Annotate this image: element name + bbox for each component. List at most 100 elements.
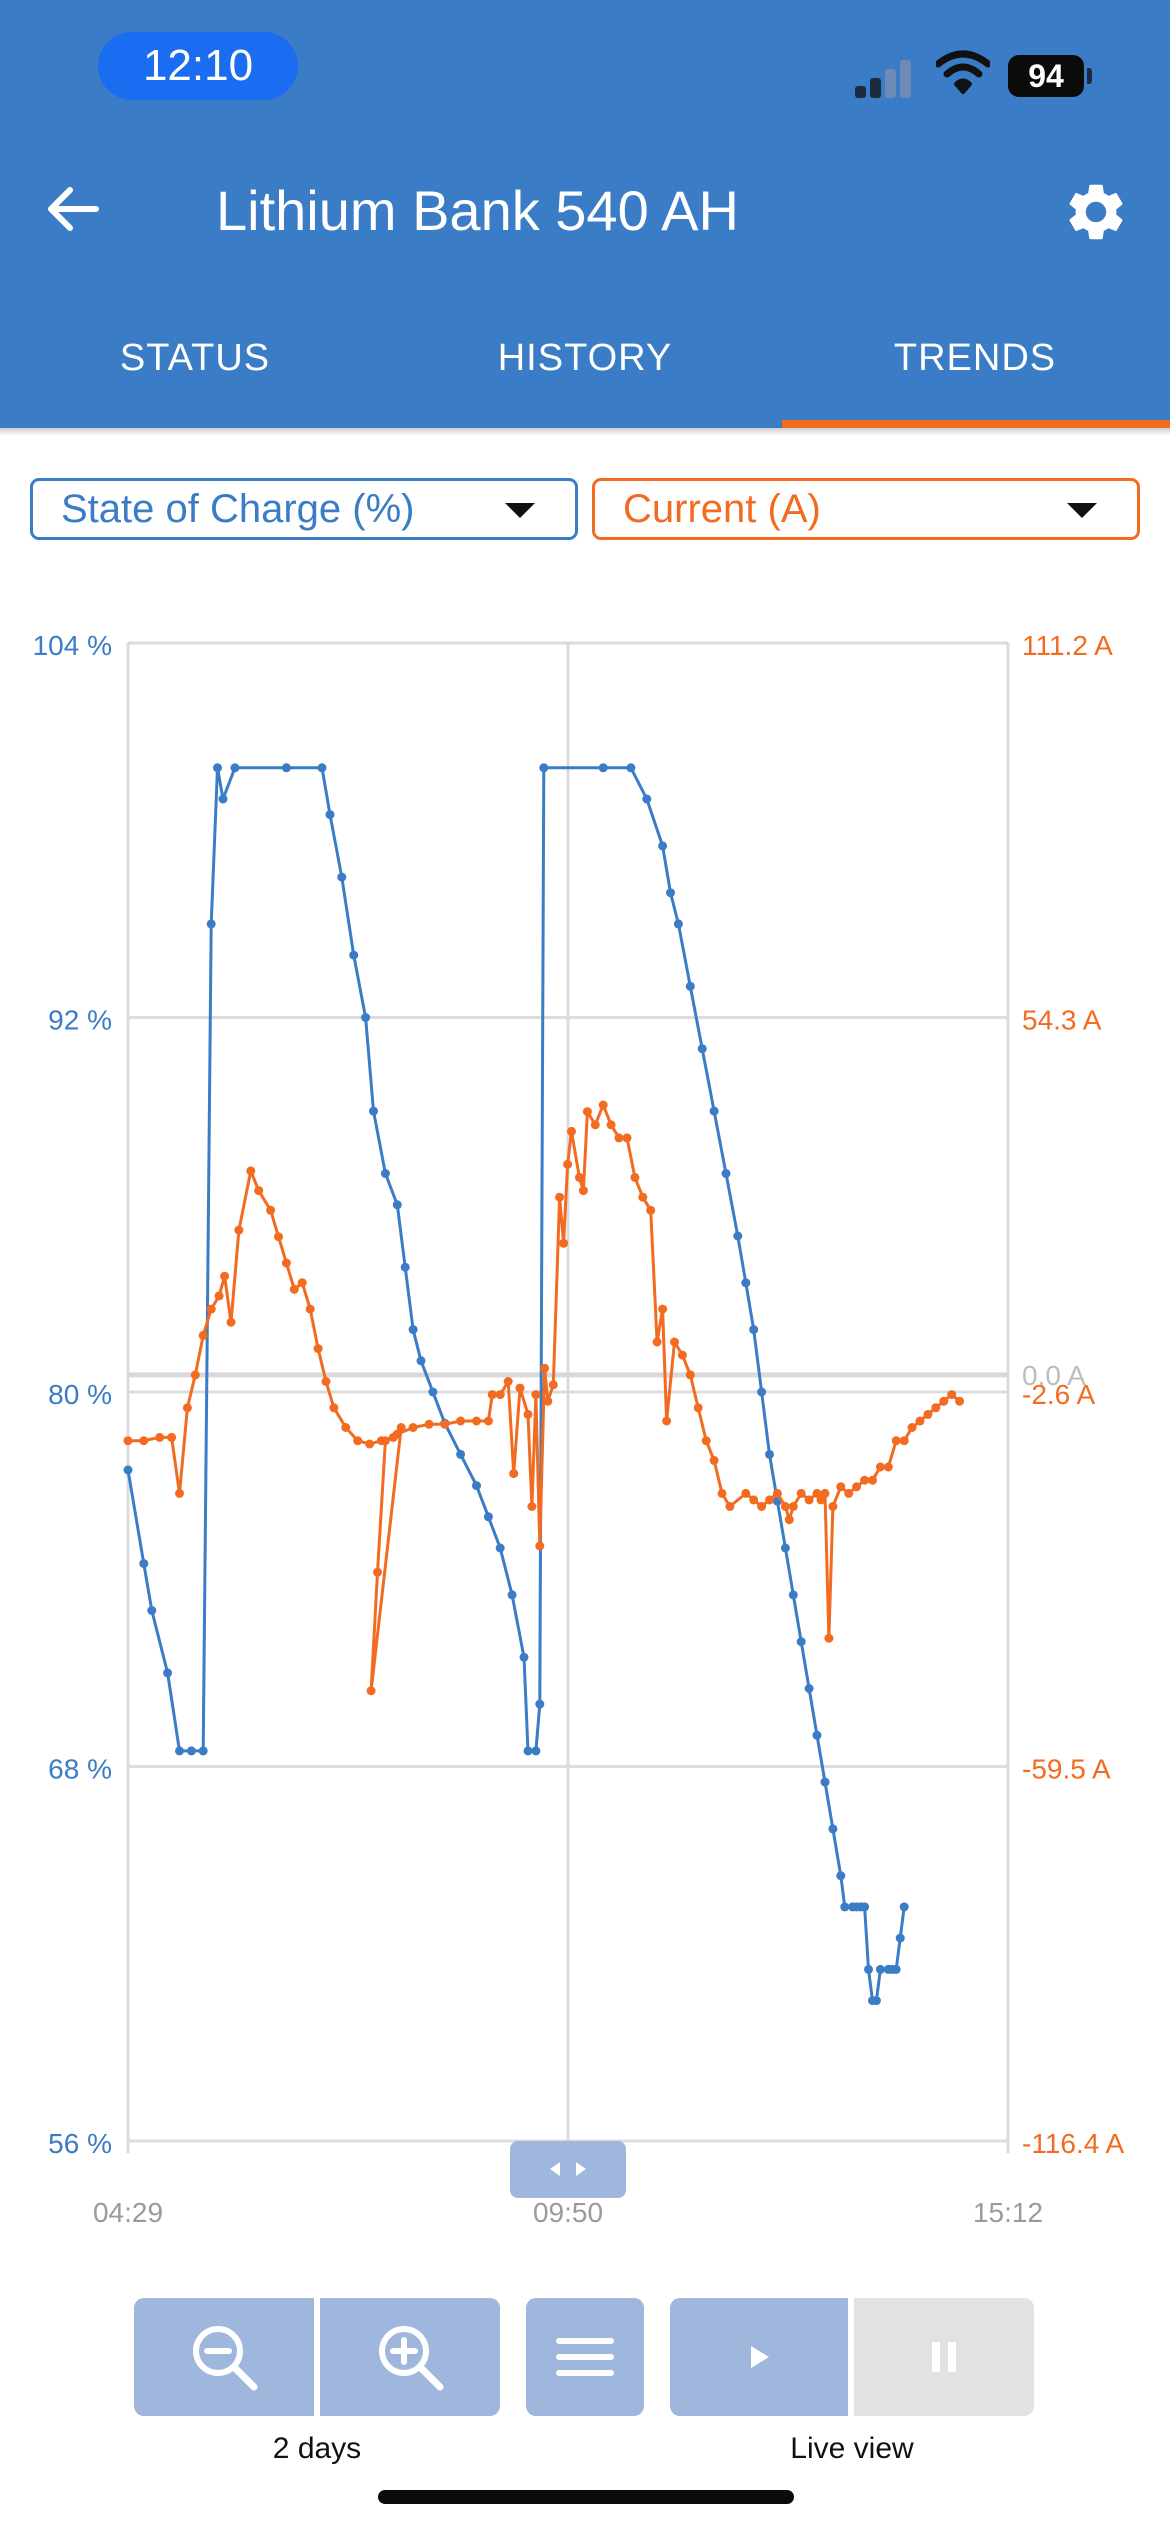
series-point (396, 1423, 406, 1432)
series-point (915, 1416, 925, 1426)
series-point (622, 1133, 632, 1143)
zoom-in-button[interactable] (320, 2298, 500, 2416)
status-time: 12:10 (98, 32, 298, 100)
series-point (840, 1902, 850, 1912)
tab-trends[interactable]: TRENDS (893, 337, 1057, 379)
series-point (380, 1436, 390, 1446)
series-point (254, 1186, 264, 1196)
series-point (685, 1370, 695, 1380)
left-axis-tick-label: 80 % (48, 1379, 112, 1410)
gear-icon[interactable] (1062, 178, 1130, 246)
chevron-down-icon (1067, 503, 1097, 518)
pan-handle-arrows-icon (550, 2162, 586, 2176)
x-axis-tick-label: 15:12 (973, 2197, 1043, 2228)
left-axis-select[interactable]: State of Charge (%) (30, 478, 578, 540)
series-point (563, 1159, 573, 1169)
series-point (175, 1488, 184, 1498)
left-axis-tick-label: 92 % (48, 1005, 112, 1036)
series-point (824, 1633, 834, 1643)
series-point (658, 1304, 668, 1314)
series-point (741, 1278, 751, 1288)
right-axis-select[interactable]: Current (A) (592, 478, 1140, 540)
series-point (804, 1684, 814, 1693)
series-point (456, 1449, 466, 1459)
series-point (440, 1419, 450, 1429)
pause-button[interactable] (854, 2298, 1034, 2416)
play-button[interactable] (670, 2298, 848, 2416)
series-point (353, 1436, 363, 1446)
series-point (281, 1258, 291, 1268)
series-point (289, 1284, 299, 1294)
series-point (313, 1344, 323, 1354)
series-point (198, 1746, 208, 1756)
series-point (788, 1502, 798, 1511)
series-point (923, 1409, 933, 1419)
series-point (749, 1495, 759, 1505)
series-point (567, 1126, 576, 1136)
pause-icon (932, 2342, 956, 2372)
right-axis-tick-label: 111.2 A (1022, 630, 1113, 661)
zoom-out-button[interactable] (134, 2298, 314, 2416)
series-point (598, 1100, 608, 1110)
series-point (717, 1488, 727, 1498)
series-point (246, 1166, 256, 1176)
series-point (749, 1325, 759, 1335)
series-point (891, 1436, 901, 1446)
series-point (820, 1488, 830, 1498)
series-point (721, 1169, 731, 1178)
series-point (281, 763, 291, 773)
series-point (796, 1637, 806, 1647)
series-point (844, 1488, 854, 1498)
series-point (408, 1325, 418, 1335)
series-point (836, 1871, 846, 1881)
series-point (155, 1432, 165, 1442)
series-point (515, 1383, 525, 1393)
series-point (139, 1559, 149, 1569)
series-point (543, 1396, 553, 1406)
series-point (123, 1436, 133, 1446)
series-point (548, 1380, 558, 1390)
series-point (325, 810, 335, 820)
x-axis-tick-label: 09:50 (533, 2197, 603, 2228)
series-point (266, 1205, 276, 1215)
series-point (590, 1120, 600, 1130)
tab-status[interactable]: STATUS (119, 337, 271, 379)
series-point (163, 1668, 173, 1678)
menu-button[interactable] (526, 2298, 644, 2416)
series-point (535, 1541, 545, 1551)
series-point (820, 1777, 830, 1787)
tab-history[interactable]: HISTORY (497, 337, 673, 379)
series-point (574, 1172, 584, 1182)
series-point (816, 1495, 826, 1505)
app-header: 12:10 94 Lithium Bank 540 AH STATUS HIST… (0, 0, 1170, 428)
series-point (523, 1746, 533, 1756)
pan-handle-icon[interactable] (510, 2141, 626, 2198)
series-point (495, 1543, 505, 1553)
series-point (598, 763, 608, 773)
series-point (757, 1387, 767, 1397)
home-indicator (378, 2490, 794, 2504)
trend-chart[interactable]: 104 % 111.2 A 92 % 54.3 A 80 % -2.6 A 68 % -59.… (0, 600, 1170, 2260)
series-point (693, 1403, 703, 1413)
left-axis-tick-label: 104 % (33, 630, 112, 661)
series-point (780, 1543, 790, 1553)
series-point (733, 1231, 743, 1241)
series-point (860, 1902, 870, 1912)
series-point (673, 919, 683, 929)
series-point (483, 1416, 493, 1426)
series-point (812, 1730, 822, 1740)
series-point (214, 1291, 224, 1301)
arrow-left-icon[interactable] (40, 176, 106, 242)
series-point (527, 1502, 537, 1511)
series-point (540, 1363, 550, 1373)
series-point (305, 1304, 315, 1314)
series-point (206, 919, 216, 929)
series-point (531, 1746, 541, 1756)
right-axis-select-value: Current (A) (623, 487, 821, 531)
series-point (167, 1432, 177, 1442)
series-point (652, 1337, 662, 1347)
series-point (361, 1013, 371, 1022)
series-point (373, 1567, 382, 1577)
status-bar: 12:10 94 (0, 0, 1170, 140)
series-point (864, 1964, 873, 1974)
